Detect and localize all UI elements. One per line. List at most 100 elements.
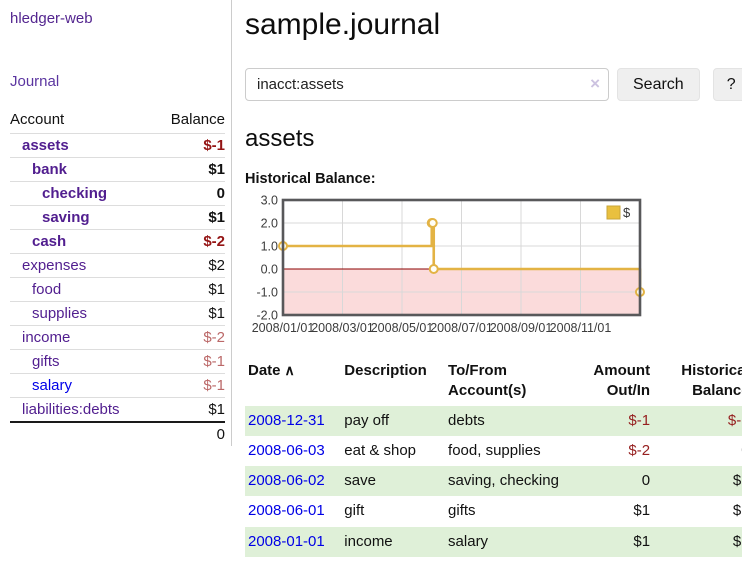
account-cell: income bbox=[10, 325, 154, 350]
transaction-balance: 0 bbox=[650, 436, 742, 466]
search-button[interactable]: Search bbox=[617, 68, 700, 101]
transaction-amount: $1 bbox=[633, 502, 651, 520]
account-balance: $-2 bbox=[153, 325, 225, 350]
account-link[interactable]: income bbox=[22, 329, 71, 346]
account-cell: salary bbox=[10, 373, 154, 398]
account-row: gifts $-1 bbox=[10, 349, 225, 374]
account-cell: gifts bbox=[10, 349, 154, 374]
page-title: sample.journal bbox=[245, 8, 441, 41]
account-cell: bank bbox=[10, 157, 154, 182]
account-row: saving $1 bbox=[10, 205, 225, 230]
brand-link[interactable]: hledger-web bbox=[10, 10, 93, 27]
account-cell: supplies bbox=[10, 301, 154, 326]
register-col-label: Amount bbox=[593, 362, 651, 379]
clear-search-icon[interactable]: × bbox=[590, 74, 600, 93]
account-cell: expenses bbox=[10, 253, 154, 278]
account-balance: $1 bbox=[153, 157, 225, 182]
account-row: assets $-1 bbox=[10, 133, 225, 158]
transaction-date-link[interactable]: 2008-06-03 bbox=[248, 441, 325, 459]
accounts-total-value: 0 bbox=[153, 421, 225, 446]
main-content: sample.journal × Search ? assets Histori… bbox=[232, 0, 742, 557]
register-col-label-line2: Out/In bbox=[606, 382, 651, 400]
data-point-marker bbox=[428, 264, 439, 274]
account-link[interactable]: salary bbox=[32, 377, 73, 394]
account-cell: liabilities:debts bbox=[10, 397, 154, 422]
transaction-date-cell: 2008-06-03 bbox=[245, 436, 344, 466]
transaction-date-cell: 2008-12-31 bbox=[245, 406, 344, 436]
transaction-balance: $2 bbox=[732, 472, 742, 489]
transaction-row: 2008-01-01 income salary $1 $1 bbox=[245, 526, 742, 557]
transaction-balance: $2 bbox=[732, 502, 742, 520]
historical-balance-chart: $3.0 2.0 1.0 0.0 -1.0 -2.0 2008/01/01 2008/03/0… bbox=[245, 194, 742, 345]
chart-label: Historical Balance: bbox=[245, 171, 376, 187]
account-row: cash $-2 bbox=[10, 229, 225, 254]
transaction-date-cell: 2008-01-01 bbox=[245, 527, 344, 557]
account-balance: $1 bbox=[153, 205, 225, 230]
register-col-label: Historical bbox=[681, 362, 742, 379]
account-link[interactable]: supplies bbox=[32, 305, 88, 322]
account-balance: $2 bbox=[153, 253, 225, 278]
register-header-row: Date ∧ Description To/From Account(s) Amount O… bbox=[245, 357, 742, 406]
register-col-label: Description bbox=[344, 362, 427, 379]
account-cell: checking bbox=[10, 181, 154, 206]
register-table: Date ∧ Description To/From Account(s) Amount O… bbox=[245, 357, 742, 557]
app-window: hledger-web Journal Account Balance asse… bbox=[0, 0, 742, 557]
transaction-description: income bbox=[344, 532, 393, 550]
transaction-date-link[interactable]: 2008-06-02 bbox=[248, 472, 325, 489]
account-link[interactable]: assets bbox=[22, 137, 69, 154]
account-link[interactable]: cash bbox=[32, 233, 67, 250]
account-cell: cash bbox=[10, 229, 154, 254]
account-link[interactable]: bank bbox=[32, 161, 68, 178]
account-link[interactable]: expenses bbox=[22, 257, 87, 274]
transaction-amount: $-2 bbox=[628, 441, 651, 459]
sort-ascending-icon: ∧ bbox=[284, 362, 295, 378]
transaction-balance: $1 bbox=[732, 532, 742, 550]
y-axis-tick-label: -1.0 bbox=[256, 286, 278, 300]
x-axis-tick-label: 2008/01/01 bbox=[252, 321, 315, 335]
transaction-date-link[interactable]: 2008-12-31 bbox=[248, 411, 325, 429]
transaction-accounts: salary bbox=[448, 532, 489, 550]
account-row: income $-2 bbox=[10, 325, 225, 350]
account-row: bank $1 bbox=[10, 157, 225, 182]
brand: hledger-web bbox=[10, 10, 225, 27]
register-col-label-line2: Balance bbox=[692, 382, 742, 400]
account-link[interactable]: food bbox=[32, 281, 62, 298]
register-col-date[interactable]: Date ∧ bbox=[245, 357, 344, 406]
account-link[interactable]: saving bbox=[42, 209, 90, 226]
register-col-amount: Amount Out/In bbox=[566, 357, 651, 406]
x-axis-tick-label: 2008/05/01 bbox=[371, 321, 434, 335]
transaction-date-cell: 2008-06-01 bbox=[245, 496, 344, 526]
register-col-historical: Historical Balance bbox=[650, 357, 742, 406]
transaction-amount: $-1 bbox=[628, 411, 651, 429]
account-link[interactable]: checking bbox=[42, 185, 108, 202]
transaction-row: 2008-12-31 pay off debts $-1 $-1 bbox=[245, 405, 742, 436]
accounts-total-spacer bbox=[10, 421, 154, 446]
accounts-header-row: Account Balance bbox=[10, 108, 225, 134]
search-help-button[interactable]: ? bbox=[712, 68, 742, 101]
accounts-total-row: 0 bbox=[10, 421, 225, 446]
transaction-row: 2008-06-02 save saving, checking 0 $2 bbox=[245, 466, 742, 497]
account-link[interactable]: gifts bbox=[32, 353, 60, 370]
transaction-description: gift bbox=[344, 502, 365, 520]
account-balance: 0 bbox=[153, 181, 225, 206]
account-row: supplies $1 bbox=[10, 301, 225, 326]
data-point-marker bbox=[427, 218, 438, 228]
sidebar-item-journal[interactable]: Journal bbox=[10, 73, 60, 90]
transaction-amount: $1 bbox=[633, 532, 651, 550]
plot-border bbox=[281, 198, 642, 317]
y-axis-tick-label: 3.0 bbox=[261, 195, 278, 208]
y-axis-tick-label: 0.0 bbox=[261, 263, 278, 277]
transaction-date-link[interactable]: 2008-01-01 bbox=[248, 532, 325, 550]
y-axis-tick-label: 1.0 bbox=[261, 240, 278, 254]
transaction-accounts: gifts bbox=[448, 502, 476, 520]
account-row: salary $-1 bbox=[10, 373, 225, 398]
search-input[interactable] bbox=[245, 68, 609, 101]
transaction-date-link[interactable]: 2008-06-01 bbox=[248, 502, 325, 520]
account-balance: $-1 bbox=[153, 349, 225, 374]
x-axis-tick-label: 2008/09/01 bbox=[490, 321, 553, 335]
account-row: food $1 bbox=[10, 277, 225, 302]
account-link[interactable]: liabilities:debts bbox=[22, 401, 120, 418]
transaction-row: 2008-06-03 eat & shop food, supplies $-20 bbox=[245, 436, 742, 466]
account-balance: $1 bbox=[153, 301, 225, 326]
sidebar: hledger-web Journal Account Balance asse… bbox=[0, 0, 232, 446]
